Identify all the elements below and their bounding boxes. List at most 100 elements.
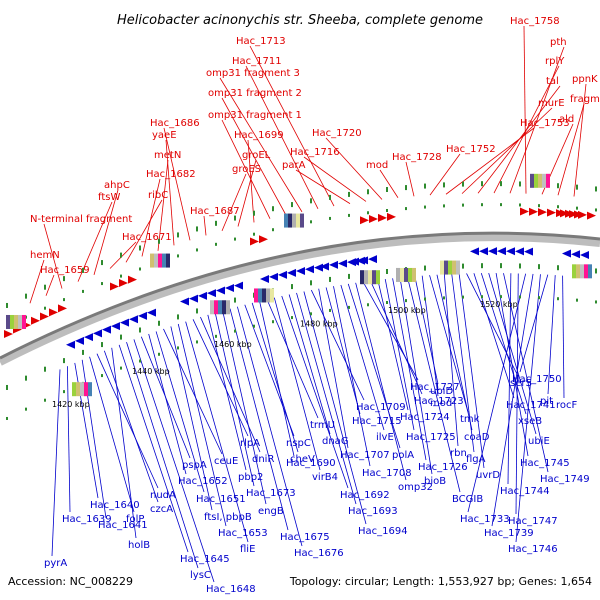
reverse-gene-arrow [129, 315, 138, 324]
gene-label-top: tal [546, 76, 559, 87]
label-leader-line [467, 273, 527, 513]
reverse-gene-arrow [497, 247, 506, 256]
gene-block [412, 267, 416, 282]
gene-label-bottom: tmk [460, 414, 480, 425]
gene-block [80, 382, 84, 397]
forward-gene-arrow [547, 208, 556, 217]
gene-block [538, 173, 542, 188]
gene-label-top: fragment 1 [570, 94, 600, 105]
gene-block [542, 173, 546, 188]
label-leader-line [221, 119, 271, 219]
gene-block [72, 382, 76, 397]
tick-mark [272, 320, 274, 324]
gene-label-bottom: Hac_1651 [196, 494, 246, 505]
forward-gene-arrow [378, 213, 387, 222]
gene-label-bottom: Hac_1746 [508, 544, 558, 555]
reverse-gene-arrow [287, 268, 296, 277]
forward-gene-arrow [538, 208, 547, 217]
tick-mark [310, 198, 312, 204]
topology-text: Topology: circular; Length: 1,553,927 bp… [289, 575, 592, 588]
reverse-gene-arrow [216, 286, 225, 295]
label-leader-line [491, 273, 534, 527]
label-leader-line [377, 279, 409, 411]
tick-mark [82, 267, 84, 273]
label-leader-line [251, 302, 299, 453]
tick-mark [538, 204, 540, 208]
label-leader-line [203, 215, 207, 236]
gene-label-top: Hac_1753 [520, 118, 570, 129]
gene-label-bottom: uvrD [476, 470, 500, 481]
tick-mark [386, 208, 388, 212]
label-leader-line [436, 274, 473, 431]
gene-block [210, 300, 214, 315]
tick-mark [519, 295, 521, 299]
tick-mark [196, 340, 198, 344]
tick-mark [424, 183, 426, 189]
tick-mark [101, 342, 103, 348]
gene-block [444, 260, 448, 275]
gene-label-bottom: Hac_1739 [484, 528, 534, 539]
gene-label-bottom: mod [430, 398, 452, 409]
label-leader-line [96, 353, 159, 489]
reverse-gene-arrow [111, 322, 120, 331]
gene-block [546, 173, 550, 188]
label-leader-line [29, 259, 45, 304]
label-leader-line [118, 344, 189, 553]
tick-mark [310, 280, 312, 286]
label-leader-line [547, 275, 556, 395]
reverse-gene-arrow [368, 255, 377, 264]
label-leader-line [458, 273, 485, 469]
label-leader-line [362, 281, 419, 381]
tick-mark [44, 306, 46, 310]
label-leader-line [45, 274, 55, 296]
label-leader-line [245, 65, 319, 210]
gene-label-bottom: polA [392, 450, 414, 461]
gene-block [222, 300, 226, 315]
gene-label-bottom: Hac_1723 [414, 396, 464, 407]
gene-label-bottom: Hac_1673 [246, 488, 296, 499]
label-leader-line [170, 326, 213, 511]
label-leader-line [347, 283, 401, 449]
tick-mark [462, 263, 464, 269]
gene-label-bottom: Hac_1744 [500, 486, 550, 497]
reverse-gene-arrow [515, 247, 524, 256]
label-lines [29, 25, 587, 583]
gene-block [452, 260, 456, 275]
tick-mark [6, 416, 8, 420]
tick-mark [405, 299, 407, 303]
label-leader-line [303, 291, 367, 525]
label-leader-line [177, 323, 227, 527]
tick-mark [386, 300, 388, 304]
reverse-gene-arrow [571, 250, 580, 259]
gene-block [166, 253, 170, 268]
tick-mark [519, 263, 521, 269]
label-leader-line [219, 77, 303, 213]
gene-label-top: ahpC [104, 180, 130, 191]
tick-mark [196, 226, 198, 232]
label-leader-line [125, 199, 163, 263]
tick-mark [462, 181, 464, 187]
label-leader-line [473, 273, 515, 399]
tick-mark [557, 265, 559, 271]
gene-label-bottom: Hac_1652 [178, 476, 228, 487]
gene-label-top: parA [282, 160, 306, 171]
gene-label-bottom: coaD [464, 432, 490, 443]
gene-block [360, 270, 364, 285]
reverse-gene-arrow [338, 259, 347, 268]
gene-label-bottom: holB [128, 540, 150, 551]
forward-gene-arrow [119, 278, 128, 287]
tick-mark [139, 327, 141, 333]
forward-gene-arrow [587, 211, 596, 220]
tick-mark [538, 264, 540, 270]
tick-mark [158, 238, 160, 244]
gene-label-bottom: pit [540, 396, 553, 407]
tick-mark [500, 263, 502, 269]
label-leader-line [477, 85, 561, 194]
gene-label-top: Hac_1671 [122, 232, 172, 243]
forward-gene-arrow [259, 235, 268, 244]
kbp-label: 1420 kbp [52, 400, 90, 409]
gene-block [6, 314, 10, 329]
tick-mark [405, 207, 407, 211]
gene-label-bottom: virB4 [312, 472, 338, 483]
gene-label-bottom: rlpA [240, 438, 260, 449]
